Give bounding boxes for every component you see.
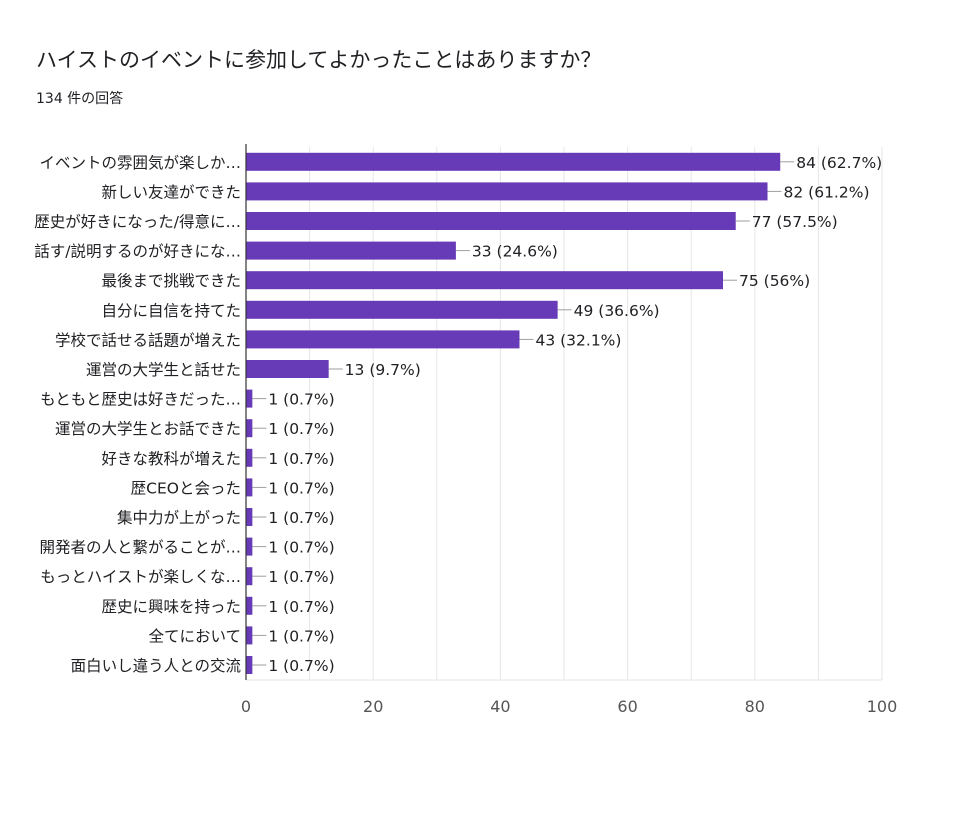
bar bbox=[246, 596, 253, 615]
bar bbox=[246, 182, 768, 201]
data-label: 75 (56%) bbox=[739, 272, 810, 290]
bar bbox=[246, 508, 253, 526]
data-label: 1 (0.7%) bbox=[268, 568, 334, 586]
response-count: 134 件の回答 bbox=[36, 91, 124, 107]
bar bbox=[246, 478, 253, 497]
data-label: 33 (24.6%) bbox=[472, 243, 558, 261]
data-label: 82 (61.2%) bbox=[784, 183, 870, 201]
bar bbox=[246, 448, 253, 467]
category-label: 新しい友達ができた bbox=[101, 183, 241, 201]
category-label: 最後まで挑戦できた bbox=[101, 272, 241, 290]
bar bbox=[246, 152, 781, 171]
category-label: 集中力が上がった bbox=[117, 509, 241, 527]
bar bbox=[246, 626, 253, 645]
data-label: 1 (0.7%) bbox=[268, 420, 334, 438]
x-tick-label: 60 bbox=[617, 697, 637, 716]
category-label: 運営の大学生と話せた bbox=[86, 361, 241, 379]
x-tick-label: 0 bbox=[241, 697, 251, 716]
category-label: イベントの雰囲気が楽しか… bbox=[39, 154, 241, 172]
data-label: 1 (0.7%) bbox=[268, 509, 334, 527]
data-label: 1 (0.7%) bbox=[268, 391, 334, 409]
category-label: 話す/説明するのが好きにな… bbox=[34, 243, 241, 261]
category-label: 好きな教科が増えた bbox=[101, 450, 241, 468]
bar bbox=[246, 567, 253, 586]
category-label: 歴CEOと会った bbox=[131, 479, 241, 497]
x-tick-label: 80 bbox=[745, 697, 765, 716]
x-tick-label: 100 bbox=[867, 697, 898, 716]
data-labels: 84 (62.7%) 82 (61.2%) 77 (57.5%) 33 (24.6%)… bbox=[252, 154, 882, 675]
bar bbox=[246, 271, 723, 290]
category-label: 歴史が好きになった/得意に… bbox=[34, 212, 241, 231]
category-label: 全てにおいて bbox=[148, 627, 241, 645]
bars bbox=[246, 152, 781, 674]
data-label: 13 (9.7%) bbox=[345, 361, 421, 379]
data-label: 1 (0.7%) bbox=[268, 657, 334, 675]
bar bbox=[246, 212, 736, 230]
data-label: 1 (0.7%) bbox=[268, 539, 334, 557]
bar bbox=[246, 241, 456, 260]
data-label: 84 (62.7%) bbox=[796, 154, 882, 172]
bar bbox=[246, 300, 558, 319]
x-tick-label: 20 bbox=[363, 697, 383, 716]
bar bbox=[246, 360, 329, 378]
category-label: 面白いし違う人との交流 bbox=[71, 657, 241, 675]
category-label: 運営の大学生とお話できた bbox=[55, 420, 241, 438]
bar bbox=[246, 419, 253, 438]
category-label: もっとハイストが楽しくな… bbox=[40, 568, 241, 586]
bar bbox=[246, 537, 253, 556]
data-label: 1 (0.7%) bbox=[268, 479, 334, 497]
data-label: 43 (32.1%) bbox=[535, 331, 621, 349]
category-label: 開発者の人と繋がることが… bbox=[39, 539, 241, 557]
data-label: 1 (0.7%) bbox=[268, 450, 334, 468]
data-label: 1 (0.7%) bbox=[268, 627, 334, 645]
category-label: 歴史に興味を持った bbox=[101, 598, 241, 616]
x-tick-label: 40 bbox=[490, 697, 510, 716]
data-label: 49 (36.6%) bbox=[574, 302, 660, 320]
x-tick-labels: 0 20 40 60 80 100 bbox=[241, 697, 897, 716]
category-label: 学校で話せる話題が増えた bbox=[55, 331, 241, 349]
bar bbox=[246, 656, 253, 674]
data-label: 77 (57.5%) bbox=[752, 213, 838, 231]
data-label: 1 (0.7%) bbox=[268, 598, 334, 616]
category-label: 自分に自信を持てた bbox=[101, 302, 241, 320]
bar bbox=[246, 389, 253, 408]
chart-title: ハイストのイベントに参加してよかったことはありますか？ bbox=[36, 48, 602, 72]
bar bbox=[246, 330, 520, 349]
category-label: もともと歴史は好きだった… bbox=[40, 391, 241, 409]
